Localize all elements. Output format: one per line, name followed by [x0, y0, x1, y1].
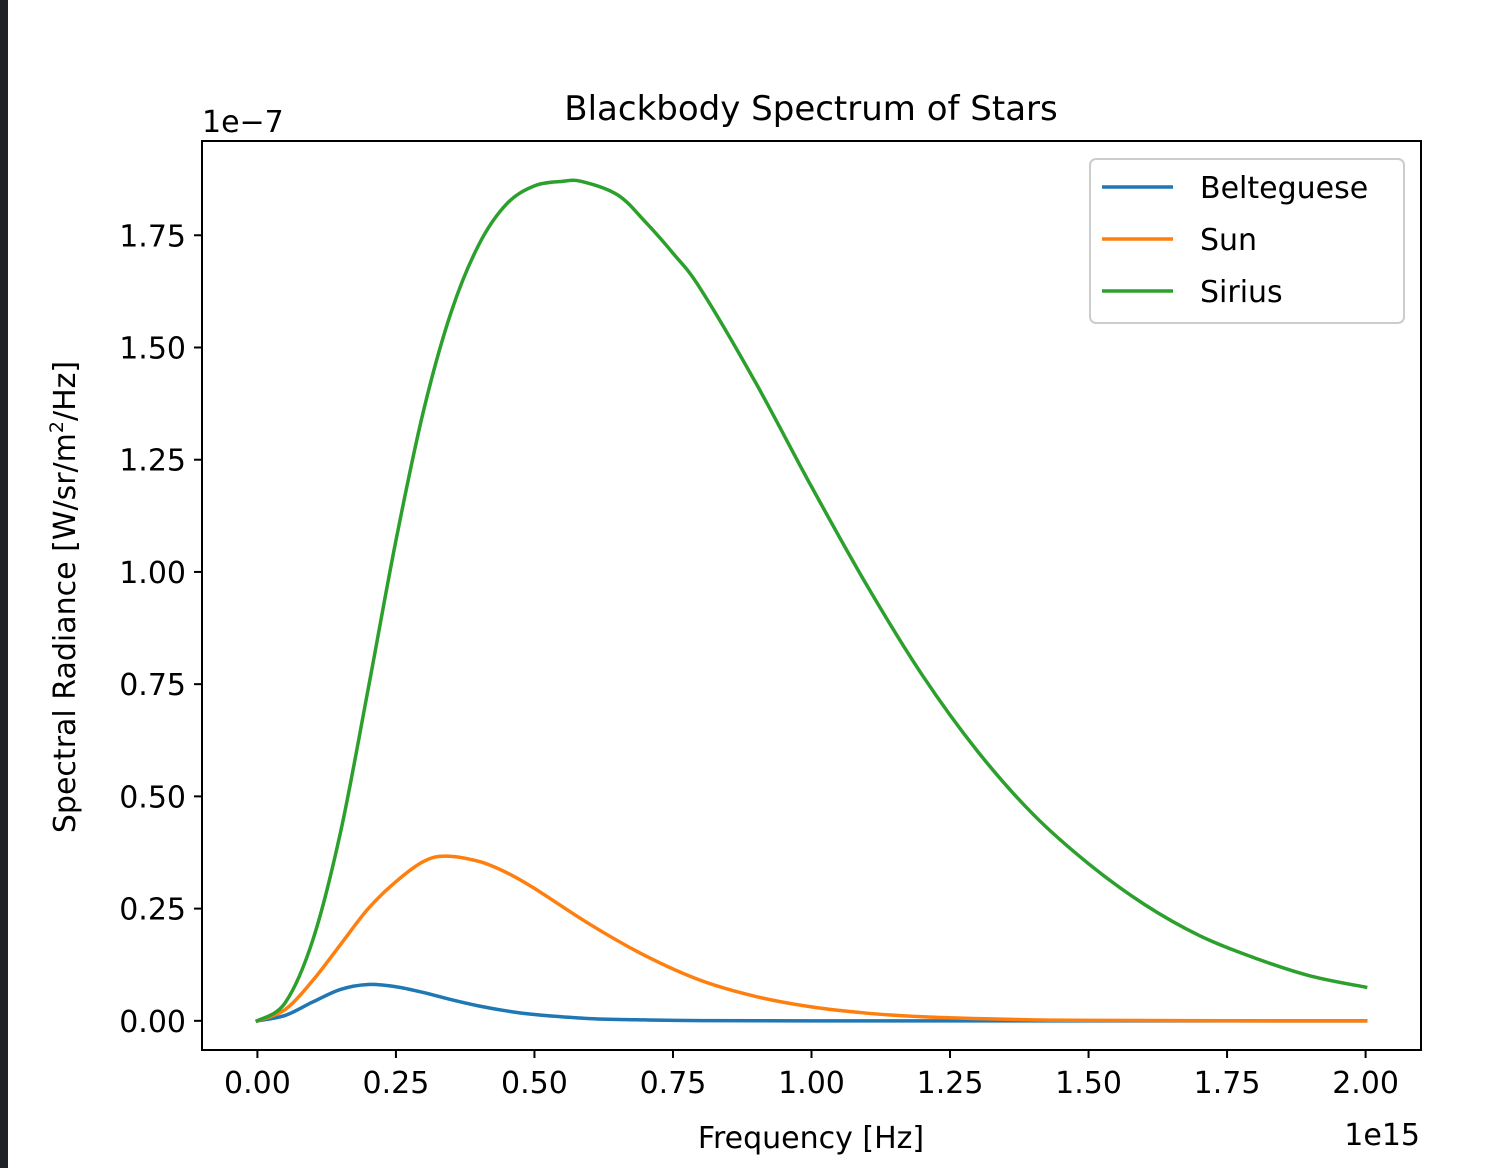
x-tick-label: 0.00 [224, 1066, 291, 1101]
y-tick-label: 1.50 [119, 331, 186, 366]
x-tick-label: 0.50 [501, 1066, 568, 1101]
x-tick-label: 1.75 [1194, 1066, 1261, 1101]
x-tick-label: 0.25 [363, 1066, 430, 1101]
series-line-sirius [254, 178, 1368, 1024]
y-tick-label: 1.25 [119, 444, 186, 479]
plot-area: 0.00 0.25 0.50 0.75 1.00 1.25 1.50 1.75 2.00 0.00… [119, 140, 1422, 1101]
series-line-belteguese [255, 982, 1368, 1023]
legend-label-sun: Sun [1200, 223, 1257, 258]
y-axis-label-main: Spectral Radiance [W/sr/m [48, 433, 83, 833]
x-offset-label: 1e15 [1344, 1118, 1420, 1153]
y-axis-label-suffix: /Hz] [48, 361, 83, 421]
y-axis-label: Spectral Radiance [W/sr/m2/Hz] [46, 361, 83, 833]
window-edge [0, 0, 8, 1168]
y-tick-label: 0.75 [119, 668, 186, 703]
series-line-sun [255, 854, 1368, 1024]
x-tick-label: 0.75 [640, 1066, 707, 1101]
legend-label-sirius: Sirius [1200, 275, 1283, 310]
y-tick-label: 1.75 [119, 219, 186, 254]
x-tick-label: 2.00 [1332, 1066, 1399, 1101]
y-tick-label: 0.25 [119, 893, 186, 928]
legend-box [1089, 158, 1405, 324]
y-tick-label: 1.00 [119, 556, 186, 591]
x-tick-label: 1.00 [778, 1066, 845, 1101]
y-tick-label: 0.50 [119, 780, 186, 815]
x-axis-label: Frequency [Hz] [698, 1121, 924, 1156]
legend-label-belteguese: Belteguese [1200, 171, 1368, 206]
y-offset-label: 1e−7 [202, 105, 284, 140]
x-tick-label: 1.50 [1055, 1066, 1122, 1101]
x-tick-label: 1.25 [917, 1066, 984, 1101]
y-tick-label: 0.00 [119, 1005, 186, 1040]
chart-title: Blackbody Spectrum of Stars [564, 89, 1057, 129]
y-axis-label-superscript: 2 [46, 421, 68, 433]
